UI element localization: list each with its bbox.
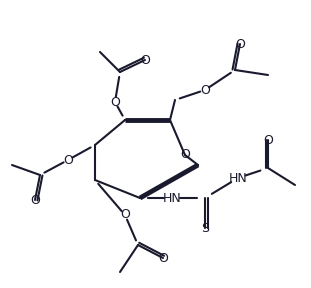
Text: O: O — [30, 194, 40, 206]
Text: O: O — [158, 251, 168, 264]
Text: O: O — [63, 154, 73, 166]
Text: O: O — [200, 84, 210, 96]
Text: O: O — [263, 134, 273, 147]
Text: O: O — [235, 37, 245, 50]
Text: S: S — [201, 221, 209, 234]
Text: O: O — [120, 209, 130, 221]
Text: HN: HN — [229, 171, 247, 185]
Text: O: O — [140, 54, 150, 67]
Text: HN: HN — [163, 192, 181, 204]
Text: O: O — [180, 149, 190, 162]
Text: O: O — [110, 96, 120, 109]
